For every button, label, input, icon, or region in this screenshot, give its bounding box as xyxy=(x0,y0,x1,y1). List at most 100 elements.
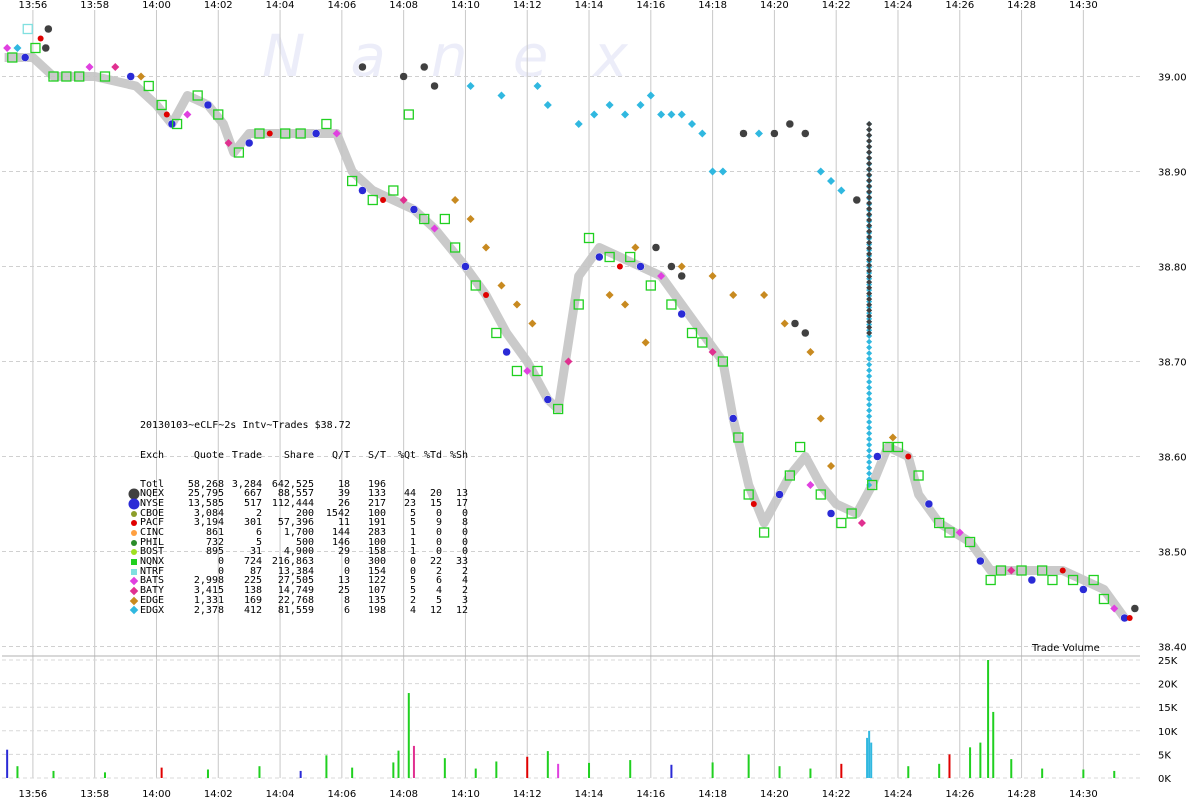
volume-bar xyxy=(52,770,55,778)
volume-bar xyxy=(6,749,9,778)
volume-bar xyxy=(103,772,106,778)
stats-cell-pqt: 0 xyxy=(409,565,416,577)
trade-point xyxy=(295,128,306,139)
stats-title: 20130103~eCLF~2s Intv~Trades $38.72 xyxy=(140,420,351,432)
trade-point xyxy=(409,205,419,214)
stats-cell-quote: 3,194 xyxy=(193,517,224,529)
stats-cell-st: 191 xyxy=(367,517,386,529)
trade-point xyxy=(20,53,30,62)
trade-point xyxy=(419,213,430,225)
stats-row: BATS 2,998 225 27,505 13 122 5 6 4 xyxy=(128,576,468,586)
stats-cell-ptd: 5 xyxy=(435,594,442,606)
trade-point xyxy=(590,110,599,119)
trade-point xyxy=(837,186,846,195)
x-tick-label-top: 14:30 xyxy=(1069,0,1098,11)
spike-point xyxy=(866,149,873,156)
stats-header-cell: Quote xyxy=(193,449,224,461)
trade-point xyxy=(826,509,836,518)
stats-cell-pqt: 1 xyxy=(409,546,416,558)
stats-cell-quote: 58,268 xyxy=(187,478,224,490)
trade-point xyxy=(964,536,976,548)
trade-point xyxy=(388,185,399,196)
stats-cell-exch: NYSE xyxy=(140,497,165,509)
trade-point xyxy=(913,470,924,481)
spike-point xyxy=(866,307,873,314)
x-tick-label-top: 13:58 xyxy=(80,0,109,11)
trade-point xyxy=(827,177,836,185)
trade-point xyxy=(760,291,769,299)
stats-cell-exch: EDGE xyxy=(140,594,165,606)
stats-row: NTRF 0 87 13,384 0 154 0 2 2 xyxy=(128,565,468,577)
trade-point xyxy=(1110,604,1119,613)
trade-point xyxy=(806,481,815,489)
stats-row: EDGX 2,378 412 81,559 6 198 4 12 12 xyxy=(128,604,468,616)
trade-point xyxy=(528,319,537,328)
y-tick-label: 38.80 xyxy=(1158,263,1187,274)
trade-point xyxy=(461,262,470,271)
x-tick-label-top: 14:06 xyxy=(327,0,356,11)
stats-cell-exch: CINC xyxy=(140,527,165,539)
stats-cell-st: 154 xyxy=(367,565,386,577)
stats-cell-psh: 0 xyxy=(461,536,468,548)
stats-cell-trade: 5 xyxy=(255,536,262,548)
trade-point xyxy=(784,470,795,481)
stats-cell-quote: 895 xyxy=(205,546,224,558)
stats-header-cell: Trade xyxy=(231,449,262,461)
stats-cell-qt: 18 xyxy=(337,478,350,490)
stats-row: BOST 895 31 4,900 29 158 1 0 0 xyxy=(128,547,468,557)
trade-point xyxy=(311,129,321,138)
trade-point xyxy=(686,327,698,339)
x-tick-label-top: 14:04 xyxy=(266,0,295,11)
stats-cell-share: 216,863 xyxy=(271,556,314,568)
trade-point xyxy=(708,272,717,280)
spike-point xyxy=(866,407,873,414)
x-tick-label-top: 14:12 xyxy=(513,0,542,11)
trade-point xyxy=(616,263,623,270)
stats-cell-trade: 87 xyxy=(249,565,262,577)
stats-cell-pqt: 4 xyxy=(409,604,416,616)
x-tick-label-bottom: 14:04 xyxy=(266,789,295,800)
volume-bars xyxy=(6,660,1116,778)
spike-point xyxy=(866,330,873,336)
volume-tick-label: 15K xyxy=(1158,703,1178,714)
trade-point xyxy=(143,80,154,92)
spike-point xyxy=(866,126,873,133)
trade-point xyxy=(61,71,72,82)
y-tick-label: 38.60 xyxy=(1158,453,1187,464)
y-tick-label: 39.00 xyxy=(1158,73,1187,84)
stats-cell-trade: 301 xyxy=(243,517,262,529)
spike-point xyxy=(866,205,873,212)
trade-point xyxy=(511,365,523,377)
y-tick-label: 38.70 xyxy=(1158,358,1187,369)
trade-point xyxy=(631,243,640,252)
stats-cell-share: 500 xyxy=(295,536,314,548)
legend-marker-icon xyxy=(128,519,140,528)
stats-cell-qt: 25 xyxy=(337,585,350,597)
trade-point xyxy=(846,508,857,519)
x-tick-label-bottom: 14:00 xyxy=(142,789,171,800)
stats-cell-trade: 2 xyxy=(255,507,262,519)
trade-point xyxy=(533,82,542,90)
stats-cell-st: 122 xyxy=(367,575,386,587)
volume-bar xyxy=(711,762,714,778)
trade-point xyxy=(718,167,727,176)
trade-point xyxy=(280,128,291,139)
stats-cell-exch: NQEX xyxy=(140,488,165,500)
trade-point xyxy=(358,62,367,72)
spike-point xyxy=(866,447,873,454)
spike-point xyxy=(866,453,873,460)
trade-point xyxy=(688,120,697,128)
stats-cell-trade: 31 xyxy=(249,546,262,558)
stats-cell-qt: 144 xyxy=(331,527,350,539)
trade-point xyxy=(156,99,167,111)
trade-point xyxy=(754,129,763,138)
x-tick-label-bottom: 13:56 xyxy=(18,789,47,800)
stats-cell-psh: 8 xyxy=(461,517,468,529)
trade-point xyxy=(573,299,584,310)
trade-point xyxy=(502,347,511,357)
stats-cell-psh: 33 xyxy=(455,556,468,568)
trade-point xyxy=(739,129,748,138)
trade-point xyxy=(743,489,754,500)
stats-cell-exch: BATY xyxy=(140,585,165,597)
